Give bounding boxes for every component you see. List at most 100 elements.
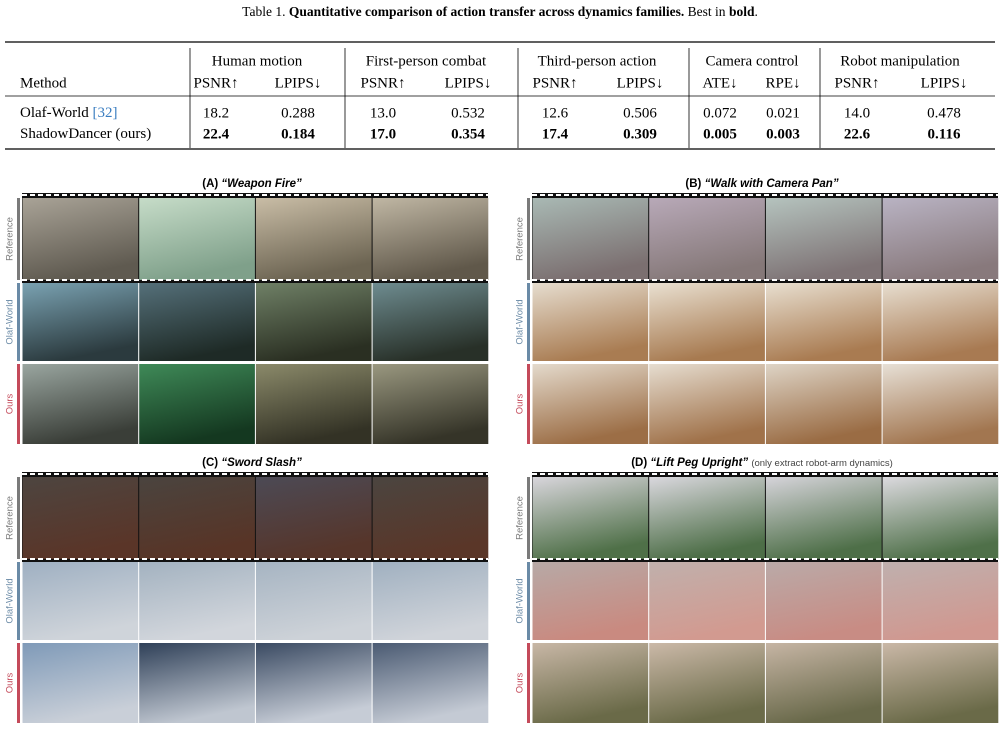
row-label: Olaf-World [5, 578, 16, 623]
video-frame [765, 643, 882, 723]
caption-note-bold: bold [729, 4, 755, 19]
video-frame [649, 643, 765, 723]
group-header: Robot manipulation [840, 53, 960, 69]
value-cell: 0.309 [623, 126, 657, 142]
video-frame [765, 283, 882, 361]
video-frame [882, 283, 999, 361]
value-cell: 0.072 [703, 105, 737, 121]
row-label: Ours [515, 393, 526, 414]
video-frame [139, 198, 255, 280]
panel-note: (only extract robot-arm dynamics) [751, 458, 892, 469]
video-frame [882, 364, 999, 444]
method-cell: Olaf-World [32] [20, 105, 118, 121]
row-label-bar [17, 283, 20, 361]
video-frame [139, 364, 255, 444]
value-cell: 0.354 [451, 126, 485, 142]
metric-header: RPE↓ [765, 75, 800, 91]
group-header: Human motion [212, 53, 303, 69]
video-frame [255, 364, 372, 444]
video-frame [649, 364, 765, 444]
row-label: Ours [5, 672, 16, 693]
caption-label: Table 1. [242, 4, 285, 19]
row-label: Reference [515, 496, 526, 540]
table-caption: Table 1. Quantitative comparison of acti… [242, 4, 758, 19]
value-cell: 17.0 [370, 126, 396, 142]
video-frame [255, 562, 372, 640]
row-label-bar [527, 364, 530, 444]
value-cell: 14.0 [844, 105, 870, 121]
video-frame [22, 283, 139, 361]
value-cell: 0.021 [766, 105, 800, 121]
caption-title: Quantitative comparison of action transf… [289, 4, 684, 19]
row-label: Olaf-World [5, 299, 16, 344]
video-frame [255, 198, 372, 280]
method-name: Olaf-World [20, 105, 89, 121]
row-label: Reference [5, 217, 16, 261]
video-frame [372, 643, 489, 723]
row-label-bar [527, 477, 530, 559]
video-frame [882, 562, 999, 640]
value-cell: 17.4 [542, 126, 569, 142]
metric-header: LPIPS↓ [617, 75, 664, 91]
group-header: Camera control [706, 53, 799, 69]
row-label-bar [527, 283, 530, 361]
video-frame [372, 198, 489, 280]
row-label: Olaf-World [515, 299, 526, 344]
video-frame [882, 477, 999, 559]
video-frame [139, 562, 255, 640]
video-frame [372, 283, 489, 361]
panel-title: (A) “Weapon Fire” [202, 178, 302, 190]
panel-letter: (D) [631, 457, 647, 469]
value-cell: 0.532 [451, 105, 485, 121]
video-frame [765, 198, 882, 280]
value-cell: 22.4 [203, 126, 230, 142]
video-frame [532, 283, 649, 361]
video-frame [22, 477, 139, 559]
row-label: Reference [515, 217, 526, 261]
row-label-bar [527, 643, 530, 723]
panel-name: “Weapon Fire” [221, 178, 302, 190]
video-frame [532, 562, 649, 640]
method-header: Method [20, 75, 67, 91]
video-frame [649, 477, 765, 559]
video-frame [765, 364, 882, 444]
panel-name: “Sword Slash” [221, 457, 302, 469]
metric-header: PSNR↑ [532, 75, 577, 91]
panel-title: (D) “Lift Peg Upright” (only extract rob… [631, 457, 893, 469]
video-frame [372, 562, 489, 640]
video-frame [372, 477, 489, 559]
video-frame [372, 364, 489, 444]
row-label-bar [17, 477, 20, 559]
row-label-bar [17, 562, 20, 640]
video-frame [532, 198, 649, 280]
value-cell: 0.184 [281, 126, 315, 142]
row-label-bar [17, 643, 20, 723]
metric-header: LPIPS↓ [275, 75, 322, 91]
panel-name: “Walk with Camera Pan” [705, 178, 839, 190]
row-label-bar [527, 562, 530, 640]
video-frame [139, 283, 255, 361]
panel-title: (B) “Walk with Camera Pan” [685, 178, 838, 190]
video-frame [765, 477, 882, 559]
row-label-bar [17, 198, 20, 280]
metric-header: PSNR↑ [834, 75, 879, 91]
value-cell: 12.6 [542, 105, 569, 121]
video-frame [22, 643, 139, 723]
value-cell: 0.116 [928, 126, 961, 142]
value-cell: 0.005 [703, 126, 737, 142]
method-cell: ShadowDancer (ours) [20, 126, 151, 142]
row-label-bar [527, 198, 530, 280]
metric-header: ATE↓ [703, 75, 738, 91]
method-name: ShadowDancer (ours) [20, 126, 151, 142]
video-frame [255, 477, 372, 559]
video-frame [532, 364, 649, 444]
video-frame [765, 562, 882, 640]
value-cell: 13.0 [370, 105, 396, 121]
metric-header: PSNR↑ [193, 75, 238, 91]
video-frame [649, 562, 765, 640]
value-cell: 0.506 [623, 105, 657, 121]
metric-header: PSNR↑ [360, 75, 405, 91]
row-label: Ours [515, 672, 526, 693]
row-label: Reference [5, 496, 16, 540]
